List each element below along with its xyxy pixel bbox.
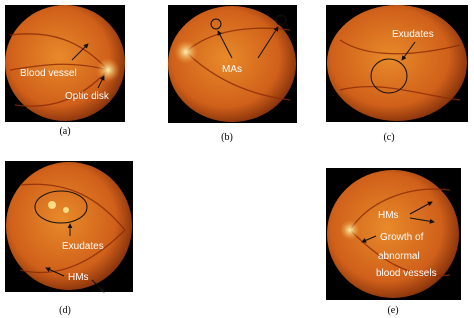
annotation: Exudates — [62, 241, 104, 252]
annotation: Growth of — [380, 232, 424, 243]
panel-d: Exudates HMs (d) — [5, 161, 133, 316]
fundus — [327, 170, 459, 298]
exudate-ring — [34, 190, 88, 224]
caption: (d) — [59, 305, 71, 316]
annotation: HMs — [68, 272, 89, 283]
panel-a: Blood vessel Optic disk (a) — [5, 5, 125, 137]
caption: (a) — [59, 126, 70, 137]
optic-disk — [340, 220, 360, 240]
panel-c: Exudates (c) — [326, 5, 468, 143]
ma-circle — [275, 14, 287, 26]
optic-disk — [174, 40, 198, 64]
caption: (c) — [383, 132, 394, 143]
panel-b: MAs (b) — [168, 5, 297, 143]
fundus — [168, 6, 296, 122]
panel-e: HMs Growth of abnormal blood vessels (e) — [326, 168, 461, 316]
annotation: Optic disk — [65, 91, 110, 102]
exudate-ring — [370, 58, 408, 94]
annotation: MAs — [222, 64, 242, 75]
annotation: blood vessels — [376, 268, 437, 279]
annotation: HMs — [378, 210, 399, 221]
annotation: abnormal — [378, 251, 420, 262]
optic-disk — [96, 58, 120, 82]
caption: (b) — [221, 132, 233, 143]
fundus — [327, 5, 467, 121]
ma-circle — [210, 18, 222, 30]
caption: (e) — [387, 305, 398, 316]
annotation: Exudates — [392, 29, 434, 40]
annotation: Blood vessel — [20, 68, 77, 79]
